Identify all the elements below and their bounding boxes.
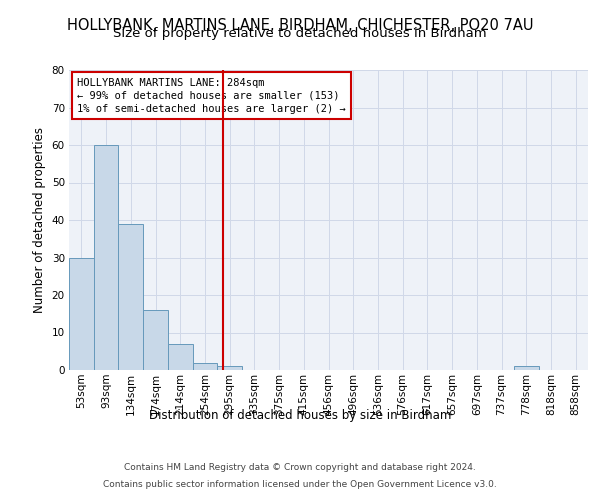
Text: Contains public sector information licensed under the Open Government Licence v3: Contains public sector information licen… — [103, 480, 497, 489]
Bar — [118, 224, 143, 370]
Text: HOLLYBANK, MARTINS LANE, BIRDHAM, CHICHESTER, PO20 7AU: HOLLYBANK, MARTINS LANE, BIRDHAM, CHICHE… — [67, 18, 533, 32]
Bar — [168, 344, 193, 370]
Bar — [69, 258, 94, 370]
Text: HOLLYBANK MARTINS LANE: 284sqm
← 99% of detached houses are smaller (153)
1% of : HOLLYBANK MARTINS LANE: 284sqm ← 99% of … — [77, 78, 346, 114]
Bar — [514, 366, 539, 370]
Text: Distribution of detached houses by size in Birdham: Distribution of detached houses by size … — [149, 410, 451, 422]
Bar — [143, 310, 168, 370]
Text: Size of property relative to detached houses in Birdham: Size of property relative to detached ho… — [113, 28, 487, 40]
Bar — [94, 145, 118, 370]
Bar — [193, 362, 217, 370]
Bar — [217, 366, 242, 370]
Text: Contains HM Land Registry data © Crown copyright and database right 2024.: Contains HM Land Registry data © Crown c… — [124, 464, 476, 472]
Y-axis label: Number of detached properties: Number of detached properties — [33, 127, 46, 313]
